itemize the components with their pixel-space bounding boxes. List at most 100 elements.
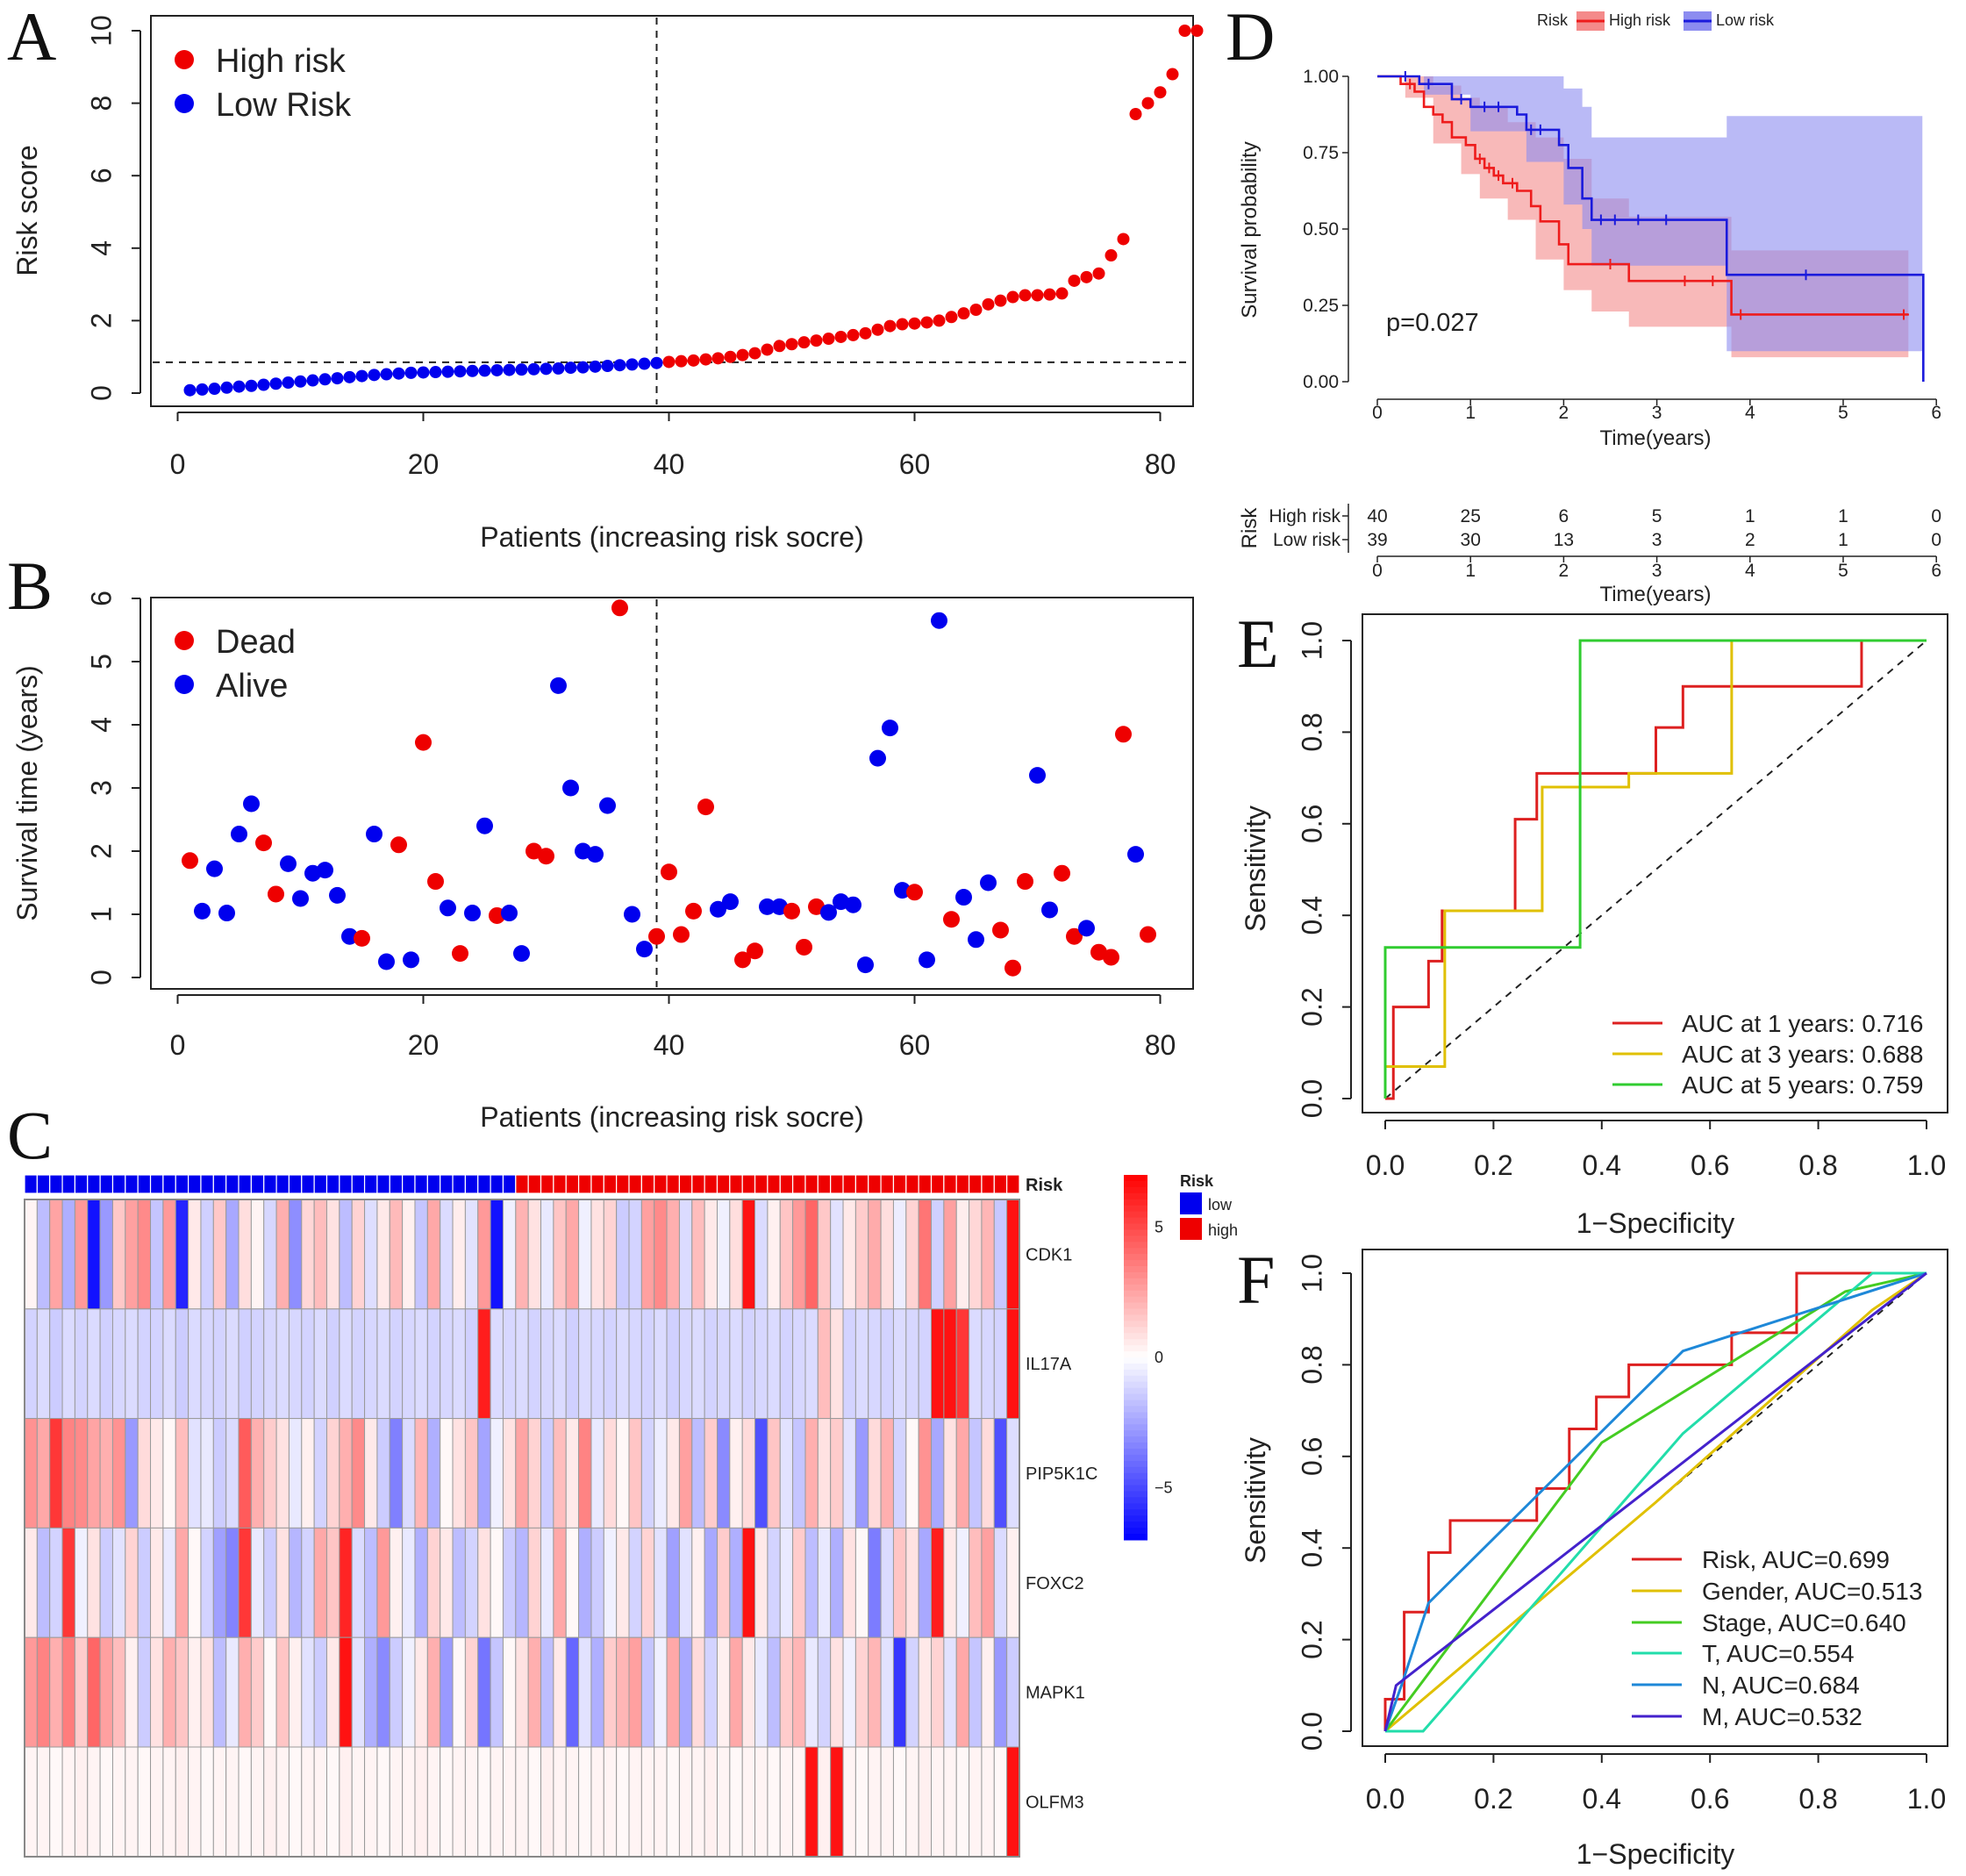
panel-label-d: D [1226, 0, 1275, 75]
x-tick-label: 0.0 [1366, 1783, 1405, 1815]
risk-table-x-tick-label: 4 [1745, 561, 1755, 581]
scale-step [1124, 1260, 1147, 1267]
heatmap-cell [868, 1199, 882, 1310]
risk-point [1129, 107, 1142, 120]
heatmap-cell [754, 1308, 769, 1420]
heatmap-cell [603, 1308, 618, 1420]
scale-step [1124, 1296, 1147, 1304]
heatmap-cell [313, 1636, 328, 1748]
y-tick-label: 0.4 [1296, 896, 1327, 934]
risk-point [724, 350, 737, 363]
heatmap-cell [628, 1636, 642, 1748]
x-tick-label: 40 [654, 448, 685, 480]
y-tick-label: 4 [85, 717, 117, 733]
heatmap-cell [830, 1636, 844, 1748]
roc-time-plot: 0.0 0.0 0.2 0.2 0.4 0.4 0.6 0.6 0.8 0.8 1.0 1.0 1−S… [1240, 613, 1948, 1239]
scale-step [1124, 1412, 1147, 1419]
heatmap-cell [351, 1746, 366, 1858]
risk-annotation-cell [754, 1174, 769, 1194]
heatmap-cell [616, 1308, 630, 1420]
heatmap-cell [200, 1527, 214, 1638]
risk-annotation-cell [275, 1174, 290, 1194]
heatmap-cell [892, 1636, 907, 1748]
alive-point [194, 902, 211, 920]
heatmap-cell [729, 1527, 743, 1638]
scale-step [1124, 1235, 1147, 1242]
heatmap-cell [553, 1199, 567, 1310]
heatmap-cell [188, 1746, 202, 1858]
risk-annotation-cell [678, 1174, 693, 1194]
heatmap-cell [440, 1746, 454, 1858]
heatmap-cells [24, 1199, 1020, 1858]
scale-step [1124, 1180, 1147, 1188]
heatmap-cell [817, 1199, 832, 1310]
heatmap-cell [137, 1308, 152, 1420]
alive-point [403, 951, 419, 969]
heatmap-cell [125, 1636, 139, 1748]
risk-point [797, 336, 811, 349]
heatmap-cell [250, 1636, 265, 1748]
risk-point [675, 354, 688, 368]
heatmap-cell [212, 1527, 227, 1638]
risk-table-value: 1 [1745, 506, 1755, 526]
heatmap-cell [111, 1418, 126, 1529]
y-tick-label: 10 [85, 15, 117, 47]
heatmap-cell [741, 1308, 756, 1420]
heatmap-cell [238, 1418, 252, 1529]
heatmap-cell [754, 1746, 769, 1858]
heatmap-cell [918, 1199, 933, 1310]
heatmap-cell [389, 1199, 404, 1310]
risk-annotation-cell [238, 1174, 252, 1194]
dead-point [415, 734, 432, 751]
heatmap-cell [779, 1199, 794, 1310]
scale-step [1124, 1497, 1147, 1504]
risk-point [1105, 249, 1118, 262]
heatmap-cell [200, 1636, 214, 1748]
axes: 0.00 0.25 0.50 0.75 1.00 0 1 2 3 4 5 6 [1303, 67, 1941, 423]
panel-label-c: C [7, 1097, 53, 1173]
alive-point [501, 905, 518, 922]
risk-point [1178, 25, 1191, 37]
scale-step [1124, 1375, 1147, 1383]
y-tick-label: 0.75 [1303, 143, 1339, 163]
alive-point [857, 956, 874, 974]
dead-point [661, 863, 677, 881]
risk-table-value: 25 [1461, 506, 1481, 526]
heatmap-cell [666, 1308, 680, 1420]
y-axis-label: Risk score [11, 145, 43, 276]
heatmap-cell [767, 1199, 781, 1310]
low-risk-curve [1377, 75, 1925, 382]
heatmap-cell [490, 1418, 504, 1529]
scale-step [1124, 1175, 1147, 1182]
risk-legend-title: Risk [1180, 1172, 1214, 1190]
alive-point [1127, 846, 1144, 863]
censor-mark [1595, 214, 1606, 226]
risk-point [1080, 270, 1093, 283]
heatmap-cell [943, 1636, 957, 1748]
risk-point [589, 360, 602, 373]
risk-point [368, 369, 381, 382]
risk-annotation-cell [464, 1174, 479, 1194]
risk-legend-swatch-high [1180, 1218, 1202, 1240]
heatmap-cell [767, 1746, 781, 1858]
heatmap-cell [464, 1746, 479, 1858]
dead-point [427, 873, 444, 891]
low-risk-ci-band [1377, 76, 1923, 352]
risk-point [1019, 289, 1032, 302]
censor-mark [1534, 124, 1546, 135]
risk-point [908, 317, 921, 330]
heatmap-cell [943, 1527, 957, 1638]
dead-point [1066, 927, 1083, 945]
alive-point [894, 882, 911, 899]
risk-annotation-cell [74, 1174, 89, 1194]
risk-annotation-cell [577, 1174, 592, 1194]
censor-mark [1474, 153, 1485, 164]
heatmap-cell [263, 1199, 277, 1310]
alive-point [329, 886, 346, 904]
risk-annotation-cell [212, 1174, 227, 1194]
km-legend-title: Risk [1537, 11, 1569, 29]
heatmap-cell [402, 1527, 416, 1638]
heatmap-cell [741, 1636, 756, 1748]
heatmap-cell [590, 1418, 604, 1529]
risk-annotation-cell [666, 1174, 681, 1194]
